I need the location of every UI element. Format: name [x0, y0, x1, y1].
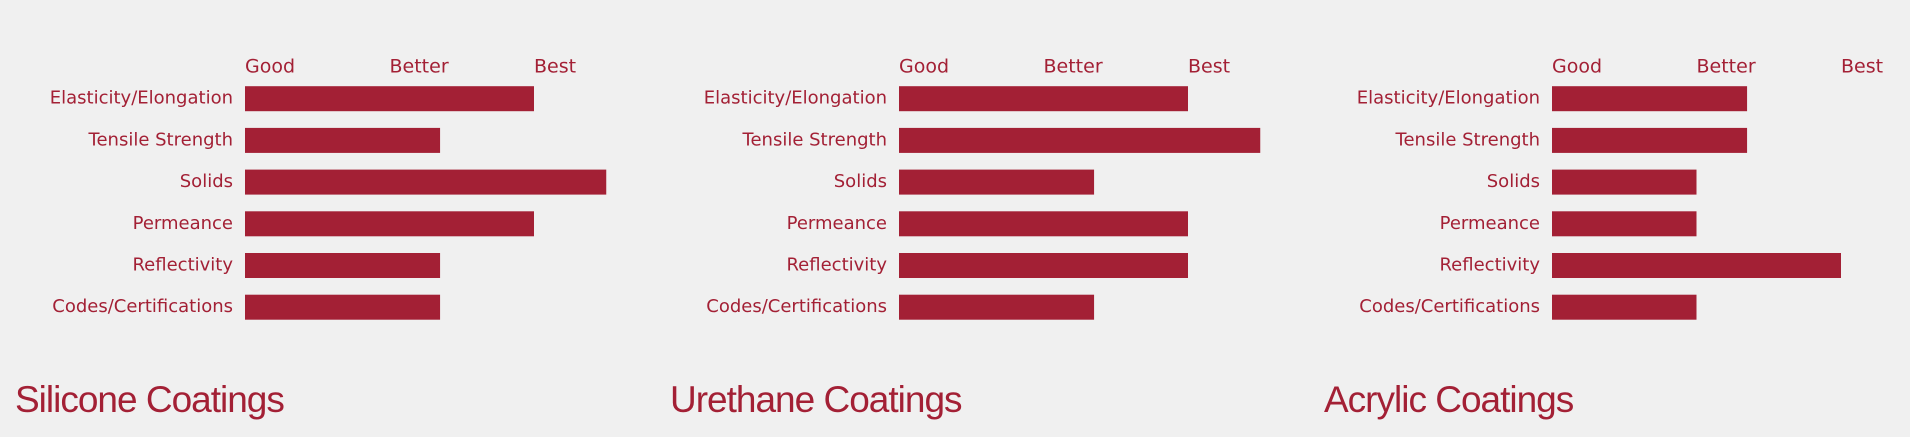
bar — [245, 294, 441, 320]
bar — [245, 127, 441, 153]
bar — [899, 127, 1261, 153]
x-tick-label: Better — [1697, 56, 1756, 78]
category-label: Permeance — [133, 213, 233, 234]
x-tick-label: Better — [390, 56, 449, 78]
bar — [899, 294, 1095, 320]
chart-title: Acrylic Coatings — [1324, 379, 1574, 420]
category-label: Tensile Strength — [1395, 129, 1540, 150]
category-label: Permeance — [787, 213, 887, 234]
x-tick-label: Good — [1552, 56, 1602, 78]
bar — [1552, 211, 1697, 237]
category-label: Elasticity/Elongation — [1357, 88, 1540, 109]
bar — [899, 86, 1188, 112]
bar — [1552, 253, 1841, 278]
category-label: Solids — [834, 171, 887, 192]
bar — [899, 211, 1188, 237]
bar — [899, 253, 1188, 278]
x-tick-label: Best — [534, 56, 576, 78]
bar — [1552, 169, 1697, 195]
x-tick-label: Good — [899, 56, 949, 78]
category-label: Reflectivity — [786, 255, 887, 276]
x-tick-label: Best — [1188, 56, 1230, 78]
bar — [1552, 86, 1748, 112]
category-label: Reflectivity — [132, 255, 233, 276]
category-label: Elasticity/Elongation — [50, 88, 233, 109]
category-label: Elasticity/Elongation — [704, 88, 887, 109]
chart-title: Silicone Coatings — [15, 379, 284, 420]
bar — [1552, 127, 1748, 153]
category-label: Solids — [1487, 171, 1540, 192]
bar — [245, 169, 607, 195]
x-tick-label: Better — [1044, 56, 1103, 78]
x-tick-label: Best — [1841, 56, 1883, 78]
category-label: Tensile Strength — [88, 129, 233, 150]
bar — [1552, 294, 1697, 320]
category-label: Permeance — [1440, 213, 1540, 234]
category-label: Codes/Certifications — [1359, 296, 1540, 317]
bar — [245, 86, 534, 112]
x-tick-label: Good — [245, 56, 295, 78]
category-label: Solids — [180, 171, 233, 192]
bar — [245, 253, 441, 278]
category-label: Tensile Strength — [742, 129, 887, 150]
bar — [245, 211, 534, 237]
chart-title: Urethane Coatings — [670, 379, 962, 420]
bar — [899, 169, 1095, 195]
category-label: Codes/Certifications — [706, 296, 887, 317]
category-label: Reflectivity — [1439, 255, 1540, 276]
category-label: Codes/Certifications — [52, 296, 233, 317]
